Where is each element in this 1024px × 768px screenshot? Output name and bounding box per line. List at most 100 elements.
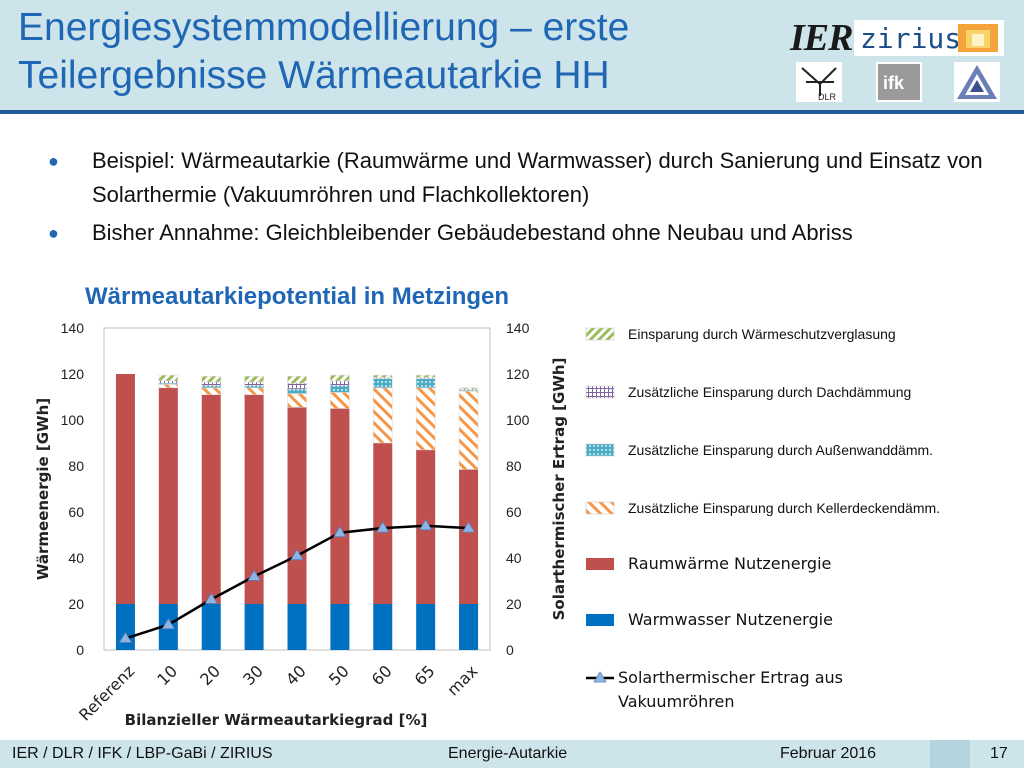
bar-segment-warmwasser <box>373 604 393 650</box>
bar-segment-raumwaerme <box>459 469 479 604</box>
solar-yield-marker <box>290 548 304 561</box>
bar-segment-aussenwand <box>330 385 350 393</box>
bullet-item: ● Beispiel: Wärmeautarkie (Raumwärme und… <box>48 144 1008 212</box>
y2-axis-tick-label: 0 <box>506 642 514 658</box>
triangle-emblem-icon <box>957 65 997 99</box>
legend-swatch <box>585 385 615 399</box>
x-axis-tick-label: 40 <box>282 661 310 689</box>
chart: 0 0 20 20 40 40 60 60 80 80 100 100 120 120 140 140 Wärm… <box>34 320 940 729</box>
y-axis-tick-label: 0 <box>76 642 84 658</box>
y-axis-tick-label: 80 <box>68 458 84 474</box>
bar-segment-fenster <box>415 374 436 378</box>
bar-segment-aussenwand <box>201 385 221 389</box>
legend-label: Zusätzliche Einsparung durch Außenwanddä… <box>628 442 933 458</box>
bar-segment-warmwasser <box>459 604 479 650</box>
bar-segment-warmwasser <box>115 604 135 650</box>
y2-axis-tick-label: 100 <box>506 412 530 428</box>
bar-segment-dach <box>330 380 350 386</box>
x-axis-tick-label: 65 <box>411 661 439 689</box>
x-axis-tick-label: 50 <box>325 661 353 689</box>
footer-authors: IER / DLR / IFK / LBP-GaBi / ZIRIUS <box>12 745 273 762</box>
y2-axis-tick-label: 120 <box>506 366 530 382</box>
bar-segment-aussenwand <box>415 378 436 389</box>
slide-header <box>0 0 1024 112</box>
bullet-dot-icon: ● <box>48 223 59 243</box>
bar-segment-raumwaerme <box>330 408 350 604</box>
bar-segment-raumwaerme <box>287 407 307 604</box>
legend-swatch <box>586 558 614 570</box>
legend-label: Solarthermischer Ertrag aus <box>618 668 843 687</box>
zirius-sun-icon <box>958 24 998 52</box>
legend-swatch <box>585 443 615 457</box>
y2-axis-tick-label: 80 <box>506 458 522 474</box>
bar-segment-aussenwand <box>244 385 264 389</box>
dlr-emblem-icon: DLR <box>801 67 837 102</box>
bar-segment-kellerdecke <box>415 387 436 451</box>
bar-segment-fenster <box>287 376 307 384</box>
lbp-gabi-logo <box>954 62 1000 102</box>
bar-segment-fenster <box>201 376 221 383</box>
bullet-dot-icon: ● <box>48 151 59 171</box>
y-axis-tick-label: 40 <box>68 550 84 566</box>
legend-label: Einsparung durch Wärmeschutzverglasung <box>628 326 896 342</box>
page-number-box <box>930 740 970 768</box>
bar-segment-fenster <box>330 374 350 382</box>
bar-segment-kellerdecke <box>244 387 264 395</box>
solar-yield-marker <box>418 519 433 531</box>
bar-segment-fenster <box>373 374 393 378</box>
solar-yield-marker <box>161 617 176 630</box>
ifk-emblem-icon: ifk <box>878 64 920 100</box>
legend-label: Zusätzliche Einsparung durch Kellerdecke… <box>628 500 940 516</box>
solar-yield-marker <box>247 569 261 581</box>
y-axis-tick-label: 120 <box>61 366 85 382</box>
y-axis-tick-label: 60 <box>68 504 84 520</box>
legend-swatch <box>586 614 614 626</box>
bullet-list: ● Beispiel: Wärmeautarkie (Raumwärme und… <box>48 144 1008 254</box>
solar-yield-marker <box>333 525 347 538</box>
y-axis-tick-label: 100 <box>61 412 85 428</box>
bar-segment-dach <box>158 380 179 384</box>
x-axis-label: Bilanzieller Wärmeautarkiegrad [%] <box>125 711 428 729</box>
svg-text:DLR: DLR <box>818 92 837 102</box>
bar-segment-raumwaerme <box>158 387 178 604</box>
x-axis-tick-label: 60 <box>368 661 396 689</box>
y2-axis-tick-label: 20 <box>506 596 522 612</box>
footer-date: Februar 2016 <box>780 745 877 762</box>
solar-yield-marker <box>376 521 390 533</box>
bar-segment-fenster <box>158 374 179 382</box>
y-axis-tick-label: 140 <box>61 320 85 336</box>
solar-yield-marker <box>461 521 476 533</box>
bar-segment-raumwaerme <box>115 374 135 604</box>
bar-segment-kellerdecke <box>458 391 479 470</box>
y-axis-label: Wärmeenergie [GWh] <box>34 398 52 580</box>
y2-axis-tick-label: 60 <box>506 504 522 520</box>
slide-footer: IER / DLR / IFK / LBP-GaBi / ZIRIUS Ener… <box>0 740 1024 768</box>
x-axis-tick-label: 20 <box>196 661 224 689</box>
bar-segment-warmwasser <box>330 604 350 650</box>
slide-title: Energiesystemmodellierung – erste Teiler… <box>18 6 630 97</box>
bar-segment-warmwasser <box>416 604 436 650</box>
legend-label: Zusätzliche Einsparung durch Dachdämmung <box>628 384 911 400</box>
bullet-text: Beispiel: Wärmeautarkie (Raumwärme und W… <box>92 148 983 207</box>
footer-page-number: 17 <box>990 745 1008 762</box>
legend-marker-swatch <box>593 671 607 683</box>
x-axis-tick-label: 30 <box>239 661 267 689</box>
header-divider <box>0 110 1024 114</box>
legend-swatch <box>585 327 615 341</box>
bar-segment-warmwasser <box>287 604 307 650</box>
ier-logo: IER <box>790 17 853 59</box>
ifk-logo: ifk <box>876 62 922 102</box>
bar-segment-kellerdecke <box>373 387 393 444</box>
bar-segment-kellerdecke <box>158 384 179 389</box>
bar-segment-aussenwand <box>373 378 393 389</box>
y2-axis-label: Solarthermischer Ertrag [GWh] <box>550 358 568 621</box>
bar-segment-kellerdecke <box>201 387 221 395</box>
bar-segment-dach <box>287 382 307 390</box>
legend-label: Warmwasser Nutzenergie <box>628 610 833 629</box>
bar-segment-kellerdecke <box>287 393 307 408</box>
bar-segment-raumwaerme <box>244 394 264 604</box>
zirius-logo: zirius <box>854 20 1004 56</box>
bar-segment-dach <box>244 381 264 386</box>
bar-segment-warmwasser <box>201 604 221 650</box>
svg-text:ifk: ifk <box>883 73 905 93</box>
